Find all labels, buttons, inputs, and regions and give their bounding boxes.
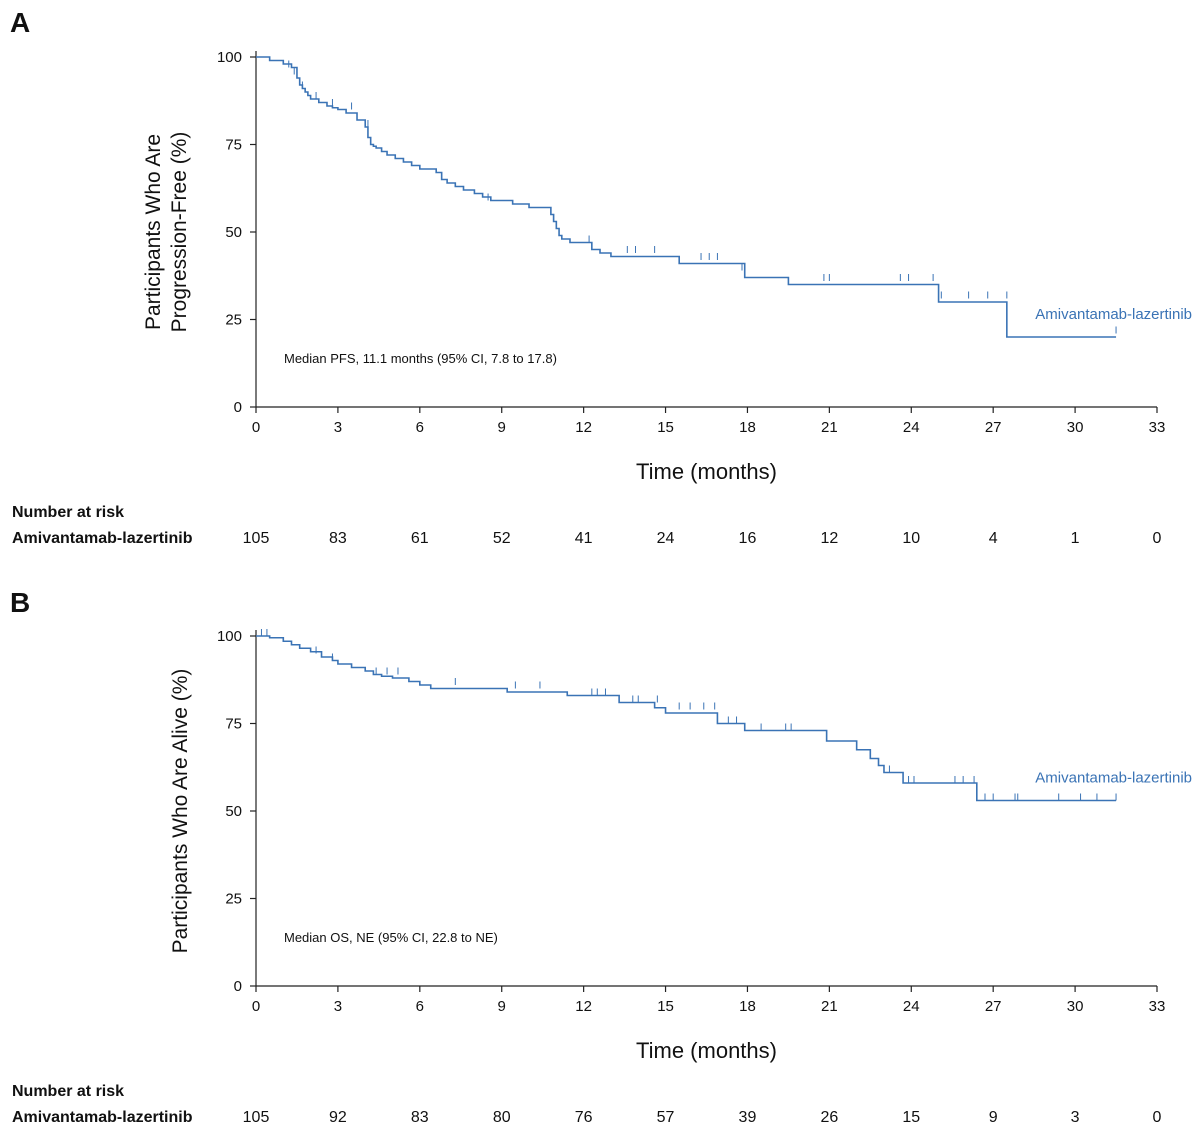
risk-table-value: 16 xyxy=(739,530,757,547)
x-tick-label: 33 xyxy=(1149,419,1166,436)
y-tick-label: 0 xyxy=(234,978,242,995)
x-tick-label: 9 xyxy=(498,998,506,1015)
median-annotation: Median PFS, 11.1 months (95% CI, 7.8 to … xyxy=(284,351,557,366)
x-tick-label: 12 xyxy=(575,419,592,436)
risk-table-value: 105 xyxy=(243,1109,270,1126)
x-axis-title: Time (months) xyxy=(636,459,777,484)
km-step-line xyxy=(256,56,1117,338)
risk-table-title: Number at risk xyxy=(12,504,124,521)
y-tick-label: 50 xyxy=(225,224,242,241)
risk-table-value: 83 xyxy=(411,1109,429,1126)
x-tick-label: 0 xyxy=(252,998,260,1015)
y-tick-label: 50 xyxy=(225,803,242,820)
risk-table-value: 61 xyxy=(411,530,429,547)
x-tick-label: 27 xyxy=(985,419,1002,436)
risk-table-value: 105 xyxy=(243,530,270,547)
x-tick-label: 21 xyxy=(821,419,838,436)
risk-table-value: 57 xyxy=(657,1109,675,1126)
y-axis-title-line: Participants Who Are xyxy=(142,134,165,330)
panel-letter: B xyxy=(10,587,30,618)
risk-table-value: 0 xyxy=(1153,1109,1162,1126)
risk-table-value: 4 xyxy=(989,530,998,547)
median-annotation: Median OS, NE (95% CI, 22.8 to NE) xyxy=(284,930,498,945)
x-tick-label: 33 xyxy=(1149,998,1166,1015)
y-axis-title-line: Progression-Free (%) xyxy=(168,132,191,333)
risk-table-title: Number at risk xyxy=(12,1083,124,1100)
y-tick-label: 100 xyxy=(217,49,242,66)
risk-table-value: 83 xyxy=(329,530,347,547)
y-tick-label: 25 xyxy=(225,312,242,329)
risk-table-value: 3 xyxy=(1071,1109,1080,1126)
risk-table-value: 26 xyxy=(820,1109,838,1126)
y-axis-title: Participants Who Are Alive (%) xyxy=(169,669,192,954)
series-label: Amivantamab-lazertinib xyxy=(1035,306,1192,323)
series-label: Amivantamab-lazertinib xyxy=(1035,770,1192,787)
y-tick-label: 25 xyxy=(225,891,242,908)
y-tick-label: 0 xyxy=(234,399,242,416)
risk-table-value: 76 xyxy=(575,1109,593,1126)
y-tick-label: 75 xyxy=(225,137,242,154)
risk-table-value: 24 xyxy=(657,530,675,547)
x-tick-label: 3 xyxy=(334,998,342,1015)
x-tick-label: 0 xyxy=(252,419,260,436)
x-tick-label: 15 xyxy=(657,419,674,436)
x-tick-label: 21 xyxy=(821,998,838,1015)
x-tick-label: 24 xyxy=(903,419,920,436)
y-axis-title: Participants Who Are Progression-Free (%) xyxy=(142,132,191,333)
panel-letter: A xyxy=(10,7,30,38)
y-tick-label: 75 xyxy=(225,716,242,733)
x-tick-label: 18 xyxy=(739,998,756,1015)
risk-table-value: 0 xyxy=(1153,530,1162,547)
risk-table-value: 80 xyxy=(493,1109,511,1126)
x-tick-label: 30 xyxy=(1067,998,1084,1015)
x-tick-label: 3 xyxy=(334,419,342,436)
y-axis-title-line: Participants Who Are Alive (%) xyxy=(169,669,192,954)
risk-table-value: 10 xyxy=(902,530,920,547)
risk-table-group-label: Amivantamab-lazertinib xyxy=(12,1109,193,1126)
risk-table-value: 92 xyxy=(329,1109,347,1126)
x-tick-label: 30 xyxy=(1067,419,1084,436)
risk-table-value: 41 xyxy=(575,530,593,547)
risk-table-group-label: Amivantamab-lazertinib xyxy=(12,530,193,547)
km-step-line xyxy=(256,635,1117,802)
risk-table-value: 1 xyxy=(1071,530,1080,547)
x-tick-label: 9 xyxy=(498,419,506,436)
y-tick-label: 100 xyxy=(217,628,242,645)
x-tick-label: 27 xyxy=(985,998,1002,1015)
x-tick-label: 6 xyxy=(416,419,424,436)
risk-table-value: 15 xyxy=(902,1109,920,1126)
x-tick-label: 18 xyxy=(739,419,756,436)
risk-table-value: 9 xyxy=(989,1109,998,1126)
x-tick-label: 12 xyxy=(575,998,592,1015)
x-tick-label: 15 xyxy=(657,998,674,1015)
risk-table-value: 12 xyxy=(820,530,838,547)
risk-table-value: 52 xyxy=(493,530,511,547)
risk-table-value: 39 xyxy=(739,1109,757,1126)
x-tick-label: 24 xyxy=(903,998,920,1015)
x-axis-title: Time (months) xyxy=(636,1038,777,1063)
x-tick-label: 6 xyxy=(416,998,424,1015)
